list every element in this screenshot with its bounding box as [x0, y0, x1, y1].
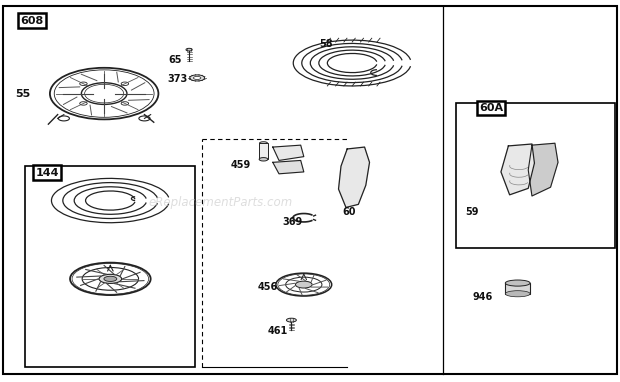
Polygon shape — [273, 160, 304, 174]
Ellipse shape — [58, 116, 69, 121]
Ellipse shape — [193, 76, 201, 79]
Ellipse shape — [186, 49, 192, 51]
Text: 373: 373 — [167, 74, 188, 84]
Text: 58: 58 — [319, 39, 333, 49]
Text: 60: 60 — [342, 207, 356, 217]
Ellipse shape — [80, 102, 87, 105]
Ellipse shape — [190, 75, 205, 81]
Text: 55: 55 — [16, 89, 31, 99]
Text: 65: 65 — [169, 55, 182, 65]
Ellipse shape — [505, 280, 530, 286]
Bar — [456, 103, 615, 248]
Ellipse shape — [286, 318, 296, 322]
Bar — [25, 166, 195, 367]
Text: 144: 144 — [35, 168, 59, 178]
Polygon shape — [273, 145, 304, 160]
Ellipse shape — [99, 274, 122, 283]
Polygon shape — [501, 144, 534, 195]
Ellipse shape — [139, 116, 150, 121]
Text: 59: 59 — [465, 207, 479, 217]
Ellipse shape — [259, 158, 268, 161]
Ellipse shape — [505, 291, 530, 297]
Text: 459: 459 — [231, 160, 251, 170]
Ellipse shape — [296, 281, 312, 288]
Text: 456: 456 — [257, 282, 278, 292]
Polygon shape — [528, 143, 558, 196]
Ellipse shape — [80, 82, 87, 86]
Ellipse shape — [260, 142, 267, 145]
Text: 608: 608 — [20, 16, 44, 26]
Ellipse shape — [121, 82, 128, 86]
Bar — [505, 283, 530, 294]
Text: 369: 369 — [282, 217, 303, 227]
Text: 461: 461 — [268, 326, 288, 336]
Polygon shape — [339, 147, 370, 207]
Text: eReplacementParts.com: eReplacementParts.com — [148, 196, 292, 209]
Ellipse shape — [104, 276, 117, 282]
Bar — [259, 143, 268, 159]
Text: 60A: 60A — [479, 103, 503, 113]
Ellipse shape — [121, 102, 128, 105]
Text: 946: 946 — [472, 292, 493, 302]
